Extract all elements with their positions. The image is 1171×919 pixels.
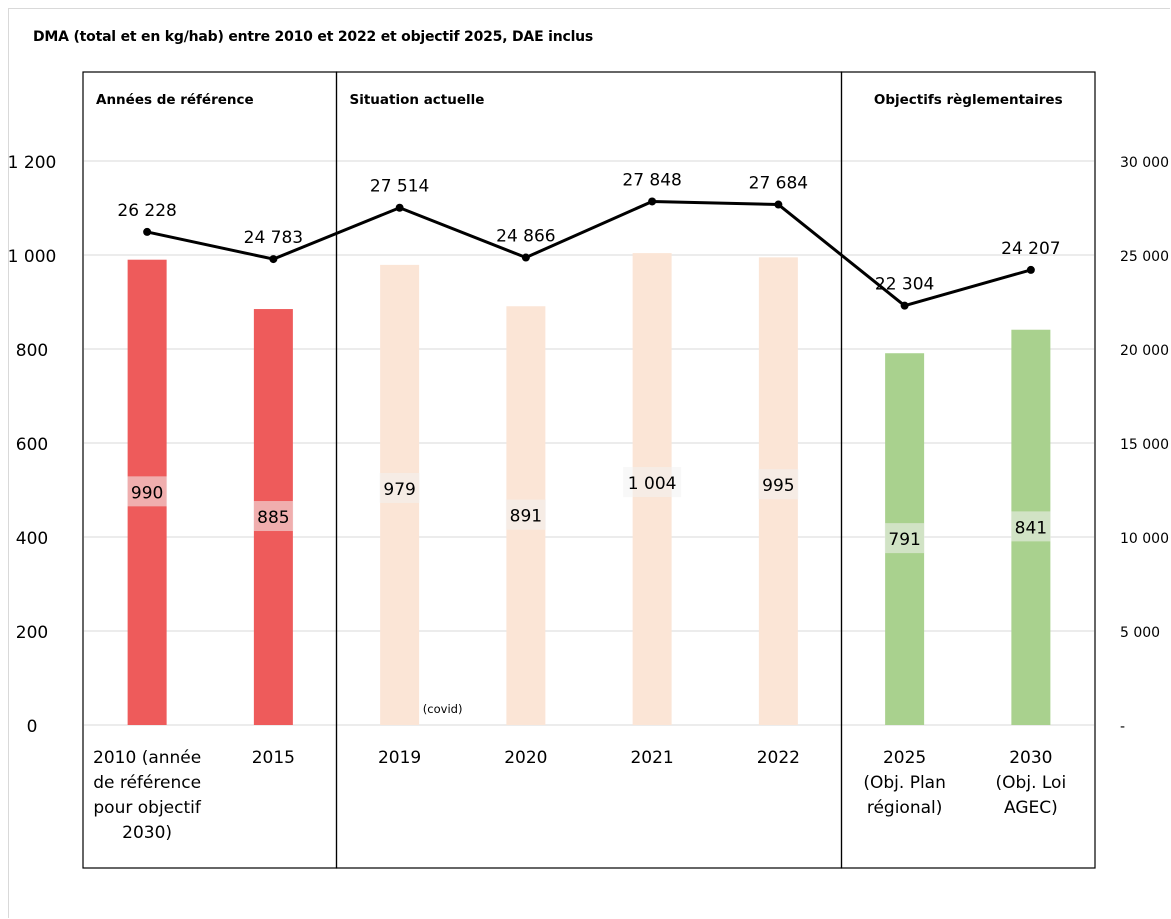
line-value-label: 26 228 — [117, 201, 176, 221]
y-left-tick-label: 0 — [27, 717, 38, 737]
y-left-tick-label: 600 — [16, 435, 48, 455]
y-left-tick-label: 800 — [16, 341, 48, 361]
x-tick-label: 2021 — [630, 748, 673, 768]
section-boxes: Années de référence Situation actuelle Obj… — [82, 71, 1096, 869]
line-point-5 — [774, 200, 783, 209]
x-tick-label: 2025 — [883, 748, 926, 768]
line-value-label: 24 783 — [244, 228, 303, 248]
line-value-label: 24 207 — [1001, 239, 1060, 259]
y-left-tick-label: 200 — [16, 623, 48, 643]
x-tick-label: (Obj. Plan — [863, 773, 946, 793]
gridlines — [84, 160, 1094, 726]
bar-label-box-0 — [127, 476, 168, 507]
y-right-tick-label: 25 000 — [1120, 249, 1169, 265]
y-left-tick-label: 1 200 — [8, 153, 57, 173]
line-point-0 — [143, 227, 152, 236]
bar-label-box-2 — [379, 472, 420, 503]
section-title: Objectifs règlementaires — [874, 92, 1063, 108]
chart-frame — [8, 8, 1170, 918]
x-tick-label: 2022 — [757, 748, 800, 768]
bar-label-box-6 — [884, 523, 925, 554]
line-value-label: 22 304 — [875, 275, 934, 295]
left-axis: 0 200 400 600 800 1 000 1 200 — [8, 153, 57, 737]
bar-data-labels: 990 885 979 891 1 004 995 791 841 — [127, 467, 1051, 554]
y-left-tick-label: 1 000 — [8, 247, 57, 267]
bar-label-box-7 — [1010, 511, 1051, 542]
y-right-tick-label: 15 000 — [1120, 437, 1169, 453]
bar-value-label: 791 — [888, 530, 920, 550]
x-tick-label: pour objectif — [93, 798, 201, 818]
x-tick-label: 2030) — [122, 823, 172, 843]
line-point-3 — [521, 253, 530, 262]
x-tick-label: 2010 (année — [93, 748, 201, 768]
chart-title: DMA (total et en kg/hab) entre 2010 et 2… — [33, 29, 594, 45]
y-right-tick-label: 30 000 — [1120, 155, 1169, 171]
y-left-tick-label: 400 — [16, 529, 48, 549]
x-tick-label: 2019 — [378, 748, 421, 768]
bar-label-box-1 — [253, 501, 294, 532]
bar-label-box-3 — [505, 499, 546, 530]
line-path — [146, 199, 1032, 308]
bar-series — [127, 253, 1051, 725]
bar-label-box-5 — [758, 469, 799, 500]
x-tick-label: (Obj. Loi — [996, 773, 1067, 793]
line-point-1 — [269, 255, 278, 264]
section-box-2 — [840, 71, 1096, 869]
section-title: Situation actuelle — [350, 92, 485, 108]
bar-value-label: 841 — [1015, 518, 1047, 538]
bar-value-label: 885 — [257, 508, 289, 528]
line-value-label: 27 848 — [622, 170, 681, 190]
line-point-4 — [648, 197, 657, 206]
bar-value-label: 1 004 — [628, 474, 677, 494]
right-axis: - 5 000 10 000 15 000 20 000 25 000 30 000 — [1120, 155, 1169, 735]
x-axis: 2010 (année de référence pour objectif 2030… — [93, 748, 1066, 843]
x-tick-label: AGEC) — [1004, 798, 1058, 818]
bar-value-label: 891 — [510, 507, 542, 527]
line-point-6 — [900, 301, 909, 310]
line-point-7 — [1026, 265, 1035, 274]
annotation-label: (covid) — [423, 702, 463, 716]
line-point-2 — [395, 203, 404, 212]
line-value-label: 27 684 — [749, 174, 808, 194]
y-right-tick-label: 5 000 — [1120, 625, 1160, 641]
x-tick-label: 2030 — [1009, 748, 1052, 768]
annotations: (covid) — [423, 702, 463, 716]
section-title: Années de référence — [96, 92, 254, 108]
line-value-label: 27 514 — [370, 177, 429, 197]
x-tick-label: de référence — [93, 773, 201, 793]
bar-value-label: 990 — [131, 483, 163, 503]
bar-value-label: 995 — [762, 476, 794, 496]
y-right-tick-label: - — [1120, 719, 1125, 735]
y-right-tick-label: 20 000 — [1120, 343, 1169, 359]
line-data-labels: 26 228 24 783 27 514 24 866 27 848 27 684 22 3… — [117, 170, 1060, 294]
line-value-label: 24 866 — [496, 227, 555, 247]
y-right-tick-label: 10 000 — [1120, 531, 1169, 547]
x-tick-label: 2020 — [504, 748, 547, 768]
bar-label-box-4 — [623, 467, 682, 498]
bar-value-label: 979 — [383, 480, 415, 500]
x-tick-label: régional) — [867, 798, 943, 818]
line-series — [143, 197, 1035, 310]
x-tick-label: 2015 — [252, 748, 295, 768]
